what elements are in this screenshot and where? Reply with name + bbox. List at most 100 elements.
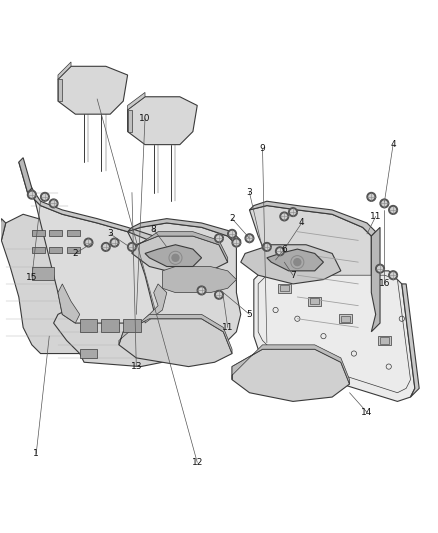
Polygon shape	[32, 266, 53, 279]
Circle shape	[217, 293, 221, 297]
Polygon shape	[254, 271, 415, 401]
Polygon shape	[232, 345, 350, 384]
Circle shape	[172, 254, 179, 261]
Polygon shape	[280, 285, 289, 292]
Text: 11: 11	[370, 212, 381, 221]
Circle shape	[289, 208, 297, 216]
Polygon shape	[127, 219, 241, 245]
Polygon shape	[341, 316, 350, 322]
Circle shape	[215, 234, 223, 243]
Circle shape	[290, 209, 295, 214]
Polygon shape	[0, 219, 6, 240]
Polygon shape	[308, 297, 321, 305]
Text: 11: 11	[222, 323, 233, 332]
Circle shape	[217, 236, 221, 240]
Circle shape	[280, 212, 289, 221]
Polygon shape	[311, 298, 319, 304]
Circle shape	[102, 243, 110, 251]
Circle shape	[234, 240, 239, 245]
Circle shape	[391, 207, 396, 212]
Polygon shape	[119, 319, 232, 367]
Circle shape	[228, 230, 237, 238]
Text: 14: 14	[361, 408, 373, 417]
Text: 1: 1	[33, 449, 39, 458]
Text: 10: 10	[139, 114, 151, 123]
Polygon shape	[58, 284, 80, 323]
Polygon shape	[127, 110, 132, 132]
Polygon shape	[258, 275, 410, 393]
Circle shape	[86, 240, 91, 245]
Polygon shape	[132, 232, 228, 262]
Text: 13: 13	[131, 362, 142, 371]
Circle shape	[378, 266, 382, 271]
Polygon shape	[145, 284, 167, 323]
Circle shape	[389, 206, 397, 214]
Circle shape	[28, 190, 36, 199]
Polygon shape	[32, 247, 45, 254]
Circle shape	[84, 238, 93, 247]
Circle shape	[278, 249, 283, 254]
Polygon shape	[402, 284, 419, 397]
Polygon shape	[371, 228, 380, 332]
Circle shape	[245, 234, 254, 243]
Polygon shape	[241, 245, 341, 284]
Circle shape	[389, 271, 397, 279]
Text: 12: 12	[191, 458, 203, 467]
Circle shape	[376, 264, 385, 273]
Text: 9: 9	[260, 144, 265, 154]
Circle shape	[130, 245, 134, 249]
Circle shape	[230, 231, 234, 236]
Circle shape	[103, 245, 108, 249]
Text: 6: 6	[281, 245, 287, 254]
Polygon shape	[378, 336, 391, 345]
Circle shape	[127, 243, 136, 251]
Text: 4: 4	[390, 140, 396, 149]
Polygon shape	[267, 249, 323, 271]
Polygon shape	[49, 230, 62, 236]
Polygon shape	[19, 158, 32, 192]
Polygon shape	[53, 305, 171, 367]
Circle shape	[29, 192, 34, 197]
Polygon shape	[32, 230, 45, 236]
Text: 7: 7	[290, 271, 296, 280]
Polygon shape	[102, 319, 119, 332]
Circle shape	[294, 259, 301, 265]
Text: 5: 5	[247, 310, 252, 319]
Circle shape	[262, 243, 271, 251]
Circle shape	[197, 286, 206, 295]
Circle shape	[51, 201, 56, 206]
Polygon shape	[67, 230, 80, 236]
Text: 3: 3	[247, 188, 252, 197]
Polygon shape	[1, 214, 97, 353]
Polygon shape	[339, 314, 352, 323]
Circle shape	[110, 238, 119, 247]
Circle shape	[367, 192, 376, 201]
Circle shape	[265, 245, 269, 249]
Circle shape	[247, 236, 252, 240]
Text: 16: 16	[378, 279, 390, 288]
Polygon shape	[250, 206, 376, 345]
Circle shape	[391, 273, 396, 278]
Text: 15: 15	[26, 273, 38, 282]
Text: 4: 4	[299, 219, 304, 228]
Polygon shape	[127, 92, 145, 110]
Circle shape	[215, 290, 223, 299]
Circle shape	[369, 195, 374, 199]
Text: 2: 2	[73, 249, 78, 258]
Text: 3: 3	[107, 229, 113, 238]
Polygon shape	[162, 266, 237, 293]
Polygon shape	[278, 284, 291, 293]
Circle shape	[276, 247, 284, 256]
Polygon shape	[80, 319, 97, 332]
Polygon shape	[380, 337, 389, 344]
Circle shape	[41, 192, 49, 201]
Polygon shape	[145, 245, 201, 266]
Circle shape	[380, 199, 389, 208]
Polygon shape	[28, 188, 162, 249]
Circle shape	[232, 238, 241, 247]
Polygon shape	[132, 236, 228, 275]
Circle shape	[199, 288, 204, 293]
Text: 8: 8	[151, 225, 157, 234]
Circle shape	[282, 214, 287, 219]
Polygon shape	[67, 247, 80, 254]
